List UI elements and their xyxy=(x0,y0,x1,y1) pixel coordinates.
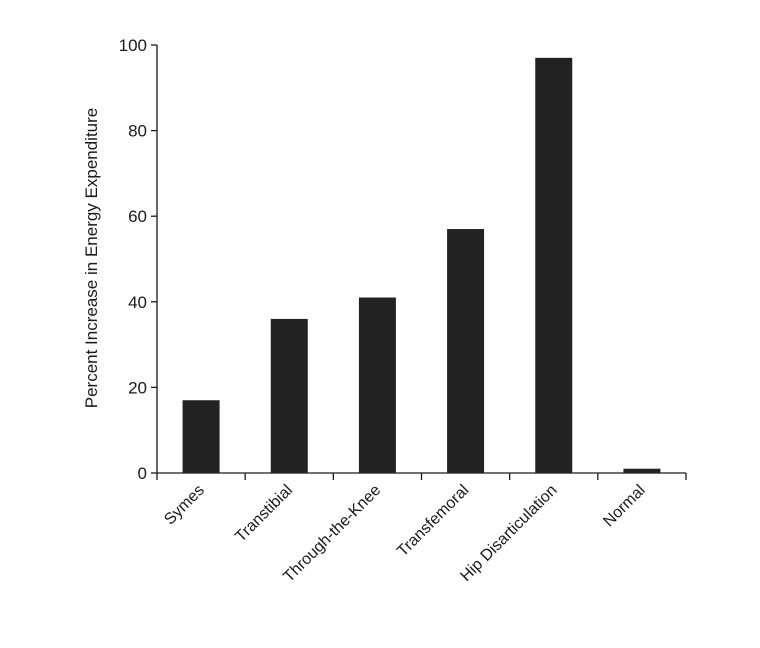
x-category-label: Through-the-Knee xyxy=(280,482,384,586)
x-category-label: Symes xyxy=(161,482,208,529)
y-tick-label: 40 xyxy=(128,293,147,312)
bar-transtibial xyxy=(270,318,308,473)
x-category-label: Hip Disarticulation xyxy=(457,482,560,585)
y-tick-label: 100 xyxy=(119,36,147,55)
y-tick-label: 20 xyxy=(128,378,147,397)
bar-through-the-knee xyxy=(358,297,396,473)
bars xyxy=(182,57,661,474)
x-category-label: Transtibial xyxy=(232,482,296,546)
bar-symes xyxy=(182,400,220,473)
y-tick-label: 60 xyxy=(128,207,147,226)
y-tick-label: 0 xyxy=(138,464,147,483)
x-category-label: Transfemoral xyxy=(394,482,472,560)
y-axis-title: Percent Increase in Energy Expenditure xyxy=(82,108,101,409)
y-tick-label: 80 xyxy=(128,122,147,141)
bar-normal xyxy=(623,468,661,473)
bar-transfemoral xyxy=(447,229,485,473)
y-axis: 0 20 40 60 80 100 xyxy=(119,36,158,483)
x-category-label: Normal xyxy=(600,482,648,530)
bar-hip-disarticulation xyxy=(535,57,573,474)
